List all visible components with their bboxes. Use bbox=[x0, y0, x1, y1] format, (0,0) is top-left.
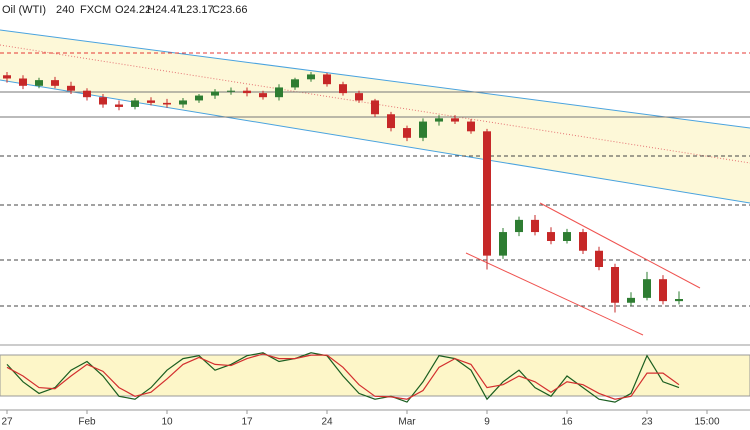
ohlc-close: C23.66 bbox=[212, 4, 247, 16]
candle-body bbox=[563, 232, 571, 241]
candle-body bbox=[259, 93, 267, 98]
ohlc-open: O24.22 bbox=[115, 4, 151, 16]
candle-body bbox=[147, 100, 155, 103]
candle-body bbox=[659, 279, 667, 302]
x-tick-label: 17 bbox=[241, 417, 253, 428]
candle-body bbox=[163, 102, 171, 105]
interval: 240 bbox=[56, 4, 74, 16]
channel-line bbox=[0, 29, 750, 129]
candle-body bbox=[275, 87, 283, 98]
candle-body bbox=[131, 100, 139, 107]
candle-body bbox=[35, 80, 43, 86]
symbol: Oil (WTI) bbox=[2, 4, 46, 16]
source: FXCM bbox=[80, 4, 111, 16]
candle-body bbox=[499, 232, 507, 256]
x-tick-label: Feb bbox=[78, 417, 96, 428]
ohlc-high: H24.47 bbox=[147, 4, 182, 16]
header-bg bbox=[0, 0, 245, 20]
oscillator-band bbox=[0, 354, 750, 397]
channel-line bbox=[539, 202, 701, 289]
x-tick-label: 23 bbox=[641, 417, 653, 428]
channel-line bbox=[465, 252, 644, 336]
candle-body bbox=[531, 219, 539, 233]
x-tick-label: 24 bbox=[321, 417, 333, 428]
x-tick-label: 15:00 bbox=[694, 417, 719, 428]
oscillator-line bbox=[6, 353, 680, 400]
candle-body bbox=[403, 128, 411, 138]
candle-body bbox=[579, 232, 587, 251]
x-tick-label: 27 bbox=[1, 417, 13, 428]
candle-body bbox=[19, 78, 27, 86]
candle-body bbox=[515, 219, 523, 233]
candle-body bbox=[3, 75, 11, 79]
candle-body bbox=[67, 85, 75, 91]
candle-body bbox=[51, 80, 59, 86]
x-tick-label: 16 bbox=[561, 417, 573, 428]
candle-body bbox=[115, 104, 123, 107]
candle-body bbox=[179, 100, 187, 105]
x-tick-label: Mar bbox=[398, 417, 416, 428]
channel-mid bbox=[0, 44, 750, 164]
candle-body bbox=[611, 267, 619, 303]
candle-body bbox=[627, 297, 635, 303]
candle-body bbox=[467, 121, 475, 132]
candle-body bbox=[547, 232, 555, 241]
candle-body bbox=[435, 118, 443, 122]
candle-body bbox=[83, 90, 91, 98]
candle-body bbox=[211, 91, 219, 96]
candle-body bbox=[227, 90, 235, 92]
candle-body bbox=[675, 299, 683, 302]
x-tick-label: 9 bbox=[484, 417, 490, 428]
candle-body bbox=[99, 97, 107, 105]
candle-body bbox=[387, 114, 395, 129]
candle-body bbox=[195, 95, 203, 101]
candle-body bbox=[451, 118, 459, 122]
candle-body bbox=[371, 100, 379, 115]
candle-body bbox=[323, 74, 331, 85]
candle-body bbox=[595, 250, 603, 267]
plot: 27 Feb 10 17 24 Mar 9 16 23 15:00 bbox=[1, 72, 720, 428]
candle-body bbox=[243, 90, 251, 94]
oscillator-line bbox=[6, 352, 680, 403]
candle-body bbox=[339, 84, 347, 94]
channel-line bbox=[0, 79, 750, 204]
candle-body bbox=[291, 79, 299, 88]
candle-body bbox=[419, 121, 427, 138]
ohlc-low: L23.17 bbox=[180, 4, 214, 16]
candle-body bbox=[307, 74, 315, 80]
candle-body bbox=[355, 93, 363, 101]
candle-body bbox=[643, 279, 651, 298]
x-tick-label: 10 bbox=[161, 417, 173, 428]
candle-body bbox=[483, 131, 491, 256]
